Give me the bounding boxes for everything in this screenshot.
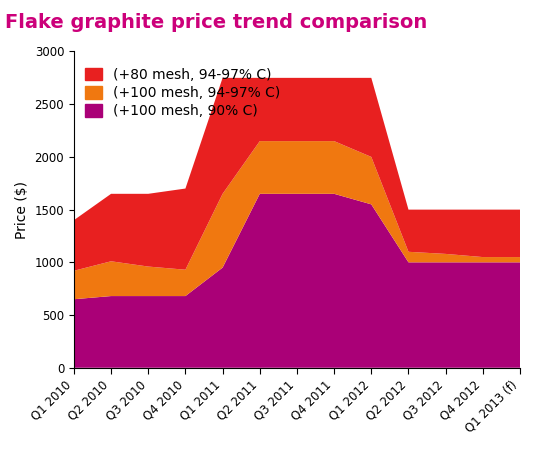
Text: Flake graphite price trend comparison: Flake graphite price trend comparison xyxy=(5,14,427,32)
Legend: (+80 mesh, 94-97% C), (+100 mesh, 94-97% C), (+100 mesh, 90% C): (+80 mesh, 94-97% C), (+100 mesh, 94-97%… xyxy=(85,68,280,118)
Y-axis label: Price ($): Price ($) xyxy=(15,180,29,239)
